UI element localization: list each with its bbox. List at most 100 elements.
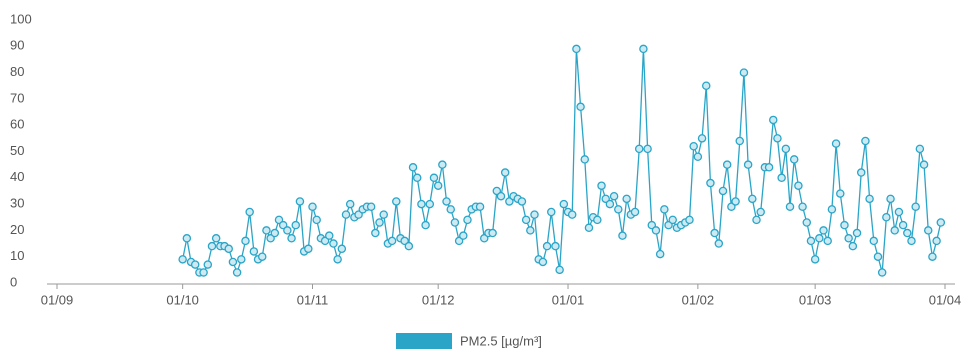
data-point xyxy=(701,81,711,91)
data-point xyxy=(873,252,883,261)
data-point xyxy=(815,234,824,243)
data-point xyxy=(823,236,832,246)
data-point xyxy=(777,173,786,183)
data-point xyxy=(936,218,946,227)
data-point xyxy=(199,268,208,277)
data-point xyxy=(722,160,732,169)
data-point xyxy=(555,265,564,275)
data-point xyxy=(559,199,569,209)
data-point xyxy=(655,249,665,259)
data-point xyxy=(366,202,376,211)
data-point xyxy=(329,239,338,248)
data-point xyxy=(475,202,485,211)
data-point xyxy=(898,220,908,230)
data-point xyxy=(526,226,535,235)
data-point xyxy=(584,223,594,233)
data-point xyxy=(408,163,418,172)
data-point xyxy=(668,215,677,225)
data-point xyxy=(798,202,807,211)
data-point xyxy=(609,191,619,201)
data-point xyxy=(547,207,556,217)
data-point xyxy=(861,136,870,146)
data-point xyxy=(932,236,941,246)
data-point xyxy=(785,202,795,211)
x-tick-label: 01/11 xyxy=(297,292,329,307)
data-point xyxy=(459,231,468,240)
x-tick-label: 01/03 xyxy=(799,292,832,307)
data-point xyxy=(781,144,791,154)
data-point xyxy=(752,215,761,225)
data-point xyxy=(178,255,187,264)
y-tick-label: 90 xyxy=(10,38,24,53)
data-point xyxy=(542,241,552,251)
data-point xyxy=(714,239,724,248)
data-point xyxy=(919,160,929,169)
data-point xyxy=(287,234,296,243)
x-tick-label: 01/01 xyxy=(552,292,585,307)
data-point xyxy=(291,220,301,230)
data-point xyxy=(429,173,439,183)
data-point xyxy=(748,194,757,204)
data-point xyxy=(337,244,347,254)
data-point xyxy=(886,194,895,204)
data-point xyxy=(567,210,577,219)
y-tick-label: 50 xyxy=(10,143,24,158)
data-point xyxy=(308,202,317,211)
data-point xyxy=(446,205,455,214)
data-point xyxy=(270,228,280,238)
y-tick-label: 80 xyxy=(10,64,24,79)
data-point xyxy=(764,163,774,172)
data-point xyxy=(894,207,904,217)
data-point xyxy=(907,236,916,246)
y-tick-label: 10 xyxy=(10,248,24,263)
data-point xyxy=(392,197,401,206)
y-tick-label: 60 xyxy=(10,117,24,132)
data-point xyxy=(848,241,858,251)
data-point xyxy=(840,220,849,230)
x-tick-label: 01/10 xyxy=(166,292,199,307)
data-point xyxy=(425,199,435,209)
data-point xyxy=(580,155,590,164)
data-point xyxy=(693,152,703,162)
data-point xyxy=(496,191,506,201)
x-tick-label: 01/02 xyxy=(682,292,715,307)
data-point xyxy=(433,181,443,190)
data-point xyxy=(827,205,837,214)
data-point xyxy=(228,257,238,267)
y-tick-label: 0 xyxy=(10,274,17,289)
data-point xyxy=(852,228,862,238)
data-point xyxy=(345,199,355,209)
data-point xyxy=(869,236,879,246)
y-tick-label: 20 xyxy=(10,222,24,237)
data-point xyxy=(190,260,200,269)
data-point xyxy=(203,260,213,269)
data-point xyxy=(371,228,380,238)
data-point xyxy=(773,134,782,143)
data-point xyxy=(387,236,397,246)
data-point xyxy=(530,210,539,219)
x-tick-label: 01/12 xyxy=(422,292,455,307)
data-point xyxy=(521,215,531,225)
data-point xyxy=(262,226,271,235)
data-point xyxy=(923,226,933,235)
data-point xyxy=(735,136,745,146)
data-point xyxy=(639,44,648,54)
data-point xyxy=(915,144,925,154)
data-point xyxy=(819,226,828,235)
y-tick-label: 70 xyxy=(10,90,24,105)
data-point xyxy=(237,255,246,264)
data-point xyxy=(576,102,585,112)
data-point xyxy=(831,139,841,148)
data-point xyxy=(333,255,342,264)
data-point xyxy=(769,115,778,125)
data-point xyxy=(643,144,652,154)
data-point xyxy=(500,168,510,177)
data-point xyxy=(856,168,866,177)
x-tick-label: 01/04 xyxy=(929,292,962,307)
data-point xyxy=(593,215,602,225)
data-point xyxy=(622,194,631,204)
data-point xyxy=(375,218,384,227)
data-point xyxy=(689,141,698,151)
data-point xyxy=(685,215,694,225)
